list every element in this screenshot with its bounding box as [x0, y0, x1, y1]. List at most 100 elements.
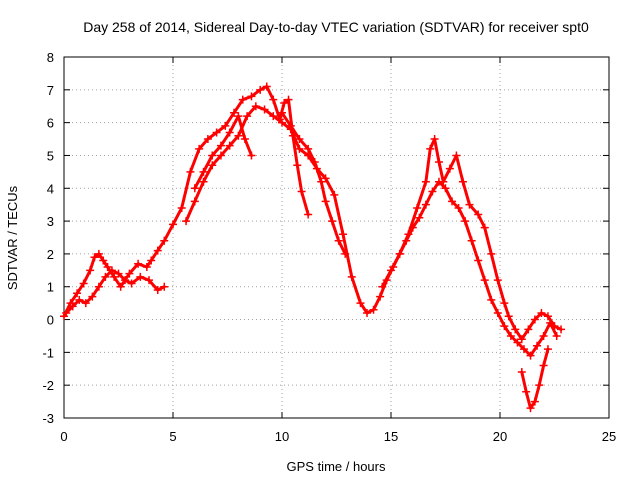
data-point — [493, 308, 502, 317]
data-point — [203, 135, 212, 144]
data-point — [284, 95, 293, 104]
data-point — [321, 174, 330, 183]
data-point — [480, 276, 489, 285]
data-point — [186, 167, 195, 176]
data-point — [421, 177, 430, 186]
data-point — [251, 102, 260, 111]
data-point — [88, 292, 97, 301]
x-tick-label: 15 — [384, 429, 398, 444]
data-point — [504, 312, 513, 321]
x-tick-label: 0 — [60, 429, 67, 444]
data-point — [107, 266, 116, 275]
data-point — [378, 282, 387, 291]
data-point — [169, 220, 177, 229]
data-point — [376, 292, 385, 301]
y-tick-label: 0 — [47, 313, 54, 328]
data-point — [278, 118, 286, 127]
data-point — [535, 381, 544, 390]
data-point — [445, 164, 454, 173]
x-tick-label: 25 — [602, 429, 616, 444]
data-series — [60, 82, 566, 413]
data-point — [216, 141, 225, 150]
data-point — [539, 331, 548, 340]
data-point — [160, 282, 169, 291]
series-track-d — [190, 112, 256, 193]
data-point — [230, 108, 239, 117]
data-point — [493, 276, 502, 285]
data-point — [330, 190, 339, 199]
data-point — [182, 217, 191, 226]
data-point — [199, 167, 208, 176]
data-point — [256, 85, 265, 94]
data-point — [136, 272, 145, 281]
data-point — [543, 312, 552, 321]
data-point — [79, 279, 88, 288]
data-point — [461, 217, 470, 226]
data-point — [526, 404, 535, 413]
data-point — [86, 266, 95, 275]
data-point — [94, 249, 103, 258]
data-point — [208, 161, 217, 170]
data-point — [125, 269, 134, 278]
data-point — [474, 256, 483, 265]
data-point — [269, 95, 278, 104]
data-point — [404, 230, 413, 239]
data-point — [73, 289, 82, 298]
data-point — [208, 151, 217, 160]
y-tick-label: 4 — [47, 181, 54, 196]
data-point — [421, 200, 430, 209]
data-point — [90, 253, 99, 262]
data-point — [513, 338, 522, 347]
data-point — [522, 387, 531, 396]
y-tick-label: 2 — [47, 247, 54, 262]
data-point — [426, 144, 435, 153]
data-point — [225, 141, 234, 150]
series-line — [184, 104, 559, 358]
data-point — [142, 263, 151, 272]
data-point — [225, 128, 234, 137]
data-point — [517, 335, 526, 344]
data-point — [458, 177, 467, 186]
data-point — [341, 249, 350, 258]
data-point — [260, 105, 269, 114]
data-point — [212, 128, 221, 137]
data-point — [334, 236, 343, 245]
data-point — [110, 272, 119, 281]
data-point — [195, 144, 204, 153]
data-point — [321, 197, 330, 206]
y-tick-label: 7 — [47, 83, 54, 98]
data-point — [304, 144, 313, 153]
data-point — [500, 299, 509, 308]
data-point — [94, 282, 103, 291]
data-point — [190, 197, 199, 206]
data-point — [524, 325, 533, 334]
data-point — [434, 158, 443, 167]
data-point — [116, 282, 125, 291]
data-point — [511, 325, 520, 334]
data-point — [103, 263, 112, 272]
data-point — [448, 197, 457, 206]
data-point — [310, 158, 319, 167]
data-point — [430, 135, 439, 144]
data-point — [153, 286, 162, 295]
data-point — [234, 131, 243, 140]
data-point — [552, 331, 561, 340]
data-point — [452, 151, 461, 160]
data-point — [454, 203, 463, 212]
data-point — [262, 82, 271, 91]
data-point — [147, 256, 156, 265]
y-tick-label: -1 — [42, 345, 54, 360]
data-point — [145, 276, 154, 285]
data-point — [295, 135, 304, 144]
data-point — [317, 177, 326, 186]
data-point — [297, 187, 306, 196]
data-point — [114, 269, 123, 278]
chart-title: Day 258 of 2014, Sidereal Day-to-day VTE… — [83, 19, 589, 35]
data-point — [395, 249, 404, 258]
data-point — [428, 187, 437, 196]
series-track-e — [278, 108, 350, 258]
x-axis-label: GPS time / hours — [287, 459, 386, 474]
grid-lines — [64, 57, 609, 418]
data-point — [519, 345, 528, 354]
